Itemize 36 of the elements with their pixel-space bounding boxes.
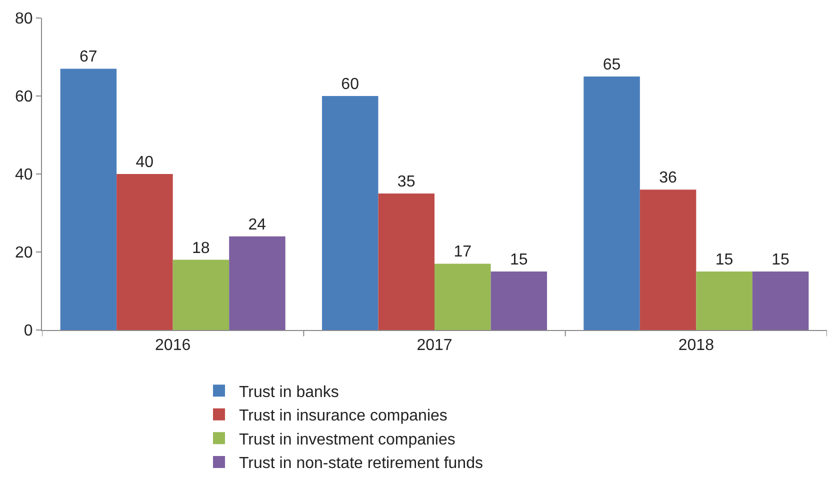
bar (490, 272, 548, 330)
legend-label: Trust in insurance companies (239, 408, 448, 425)
data-label: 60 (341, 76, 360, 93)
data-label: 17 (454, 244, 472, 261)
bar (229, 236, 286, 330)
data-label: 15 (772, 252, 790, 268)
y-tick-label: 60 (15, 88, 33, 106)
bar (322, 96, 378, 330)
x-tick-label: 2018 (678, 337, 714, 354)
bar (172, 260, 230, 330)
bar (696, 272, 752, 330)
legend-label: Trust in banks (239, 384, 339, 401)
bar (434, 264, 491, 330)
y-tick-label: 40 (15, 166, 33, 184)
data-label: 65 (602, 56, 621, 74)
bar (378, 194, 434, 330)
legend-label: Trust in investment companies (239, 431, 456, 448)
bar (116, 174, 173, 330)
y-tick-label: 0 (24, 322, 33, 340)
x-tick-label: 2017 (416, 337, 452, 354)
bar (752, 272, 809, 330)
bar (640, 190, 696, 330)
y-tick-label: 80 (15, 10, 33, 28)
bar (60, 68, 117, 330)
bar (584, 76, 640, 330)
data-label: 18 (192, 240, 210, 257)
data-label: 35 (397, 174, 416, 190)
x-tick-label: 2016 (155, 337, 191, 354)
data-label: 36 (659, 170, 677, 187)
legend-label: Trust in non-state retirement funds (239, 455, 483, 472)
y-tick-label: 20 (15, 244, 33, 262)
data-label: 67 (80, 48, 98, 66)
data-label: 15 (715, 252, 734, 268)
data-label: 15 (510, 252, 528, 268)
data-label: 24 (248, 216, 266, 234)
data-label: 40 (136, 154, 154, 171)
